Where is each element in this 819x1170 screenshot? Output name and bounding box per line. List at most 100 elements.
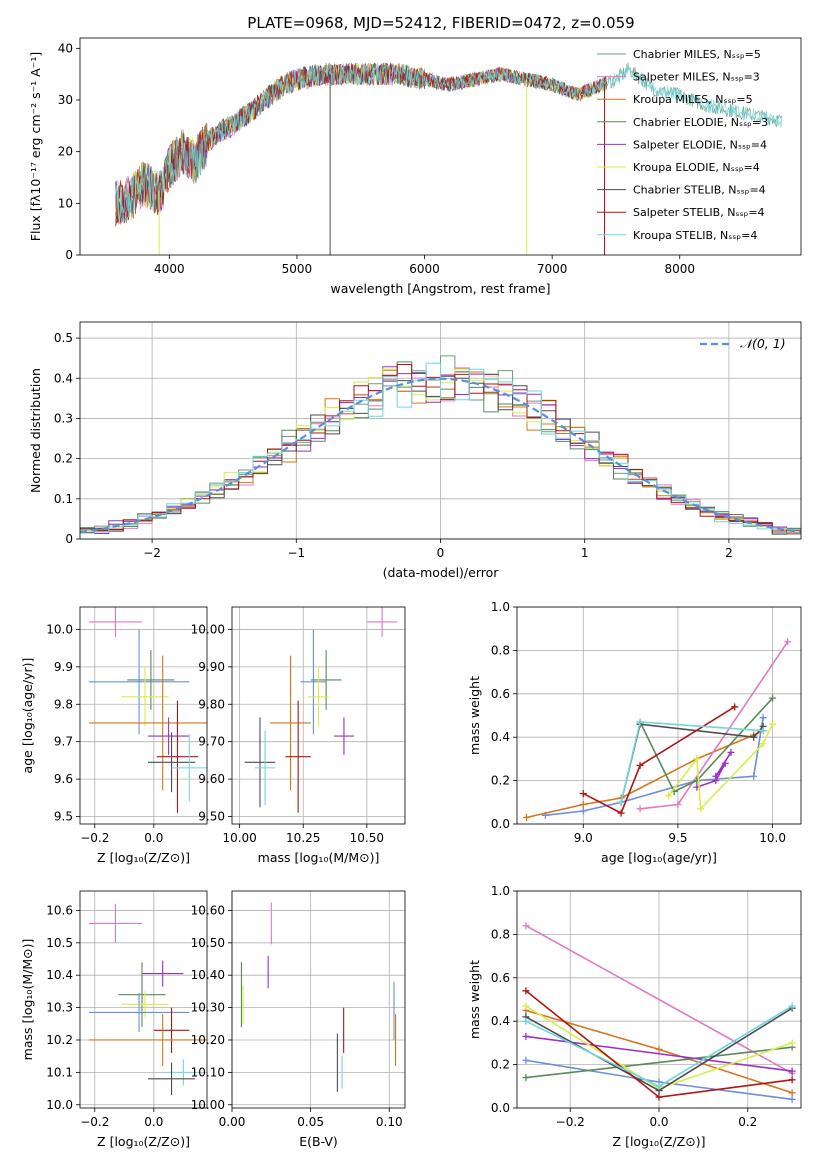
figure-title: PLATE=0968, MJD=52412, FIBERID=0472, z=0…	[247, 14, 634, 32]
y-tick-label: 10.2	[46, 1033, 73, 1047]
panel-age_vs_z: −0.2 0.0 9.5 9.6 9.7 9.8 9.9 10.0 Z [log₁₀(Z/Z⊙)…	[20, 606, 208, 865]
y-tick-label: 9.60	[198, 772, 225, 786]
mass-weight-marker	[655, 1045, 663, 1053]
y-tick-label: 0.0	[491, 817, 510, 831]
x-tick-label: −0.2	[80, 831, 109, 845]
axes-frame	[516, 890, 802, 1109]
mass-weight-marker	[522, 1002, 530, 1010]
panel-mass_vs_ebv: 0.00 0.05 0.10 10.00 10.10 10.20 10.30 10.40 10.…	[191, 890, 406, 1149]
x-tick-label: 0.10	[376, 1115, 403, 1129]
mass-weight-line	[525, 925, 793, 1074]
y-tick-label: 30	[58, 93, 73, 107]
mass-weight-marker	[769, 720, 777, 728]
plot-area-mass_vs_ebv	[240, 902, 397, 1092]
mass-weight-marker	[727, 748, 735, 756]
mass-weight-marker	[788, 1089, 796, 1097]
y-tick-label: 0.8	[491, 927, 510, 941]
x-tick-label: −0.2	[556, 1115, 585, 1129]
mass-weight-marker	[636, 805, 644, 813]
x-tick-label: 10.0	[759, 831, 786, 845]
y-axis-label: Normed distribution	[28, 368, 43, 493]
y-tick-label: 10.0	[46, 622, 73, 636]
mass-weight-marker	[784, 638, 792, 646]
histogram-series	[80, 362, 801, 534]
mass-weight-marker	[788, 1039, 796, 1047]
x-tick-label: 1	[581, 546, 589, 560]
axes-frame	[231, 606, 406, 825]
x-tick-label: 0.00	[219, 1115, 246, 1129]
plot-area-mass_vs_z	[88, 903, 207, 1096]
mass-weight-line	[525, 1046, 793, 1079]
x-axis-label: Z [log₁₀(Z/Z⊙)]	[613, 1134, 706, 1149]
y-tick-label: 10.20	[191, 1033, 225, 1047]
y-axis-label: mass weight	[467, 676, 482, 755]
y-tick-label: 0.6	[491, 687, 510, 701]
mass-weight-marker	[655, 1082, 663, 1090]
x-tick-label: 9.0	[574, 831, 593, 845]
mass-weight-marker	[522, 813, 530, 821]
y-tick-label: 20	[58, 145, 73, 159]
y-tick-label: 0.4	[491, 1014, 510, 1028]
mass-weight-marker	[788, 1076, 796, 1084]
axes-frame	[79, 890, 208, 1109]
mass-weight-marker	[693, 755, 701, 763]
y-tick-label: 9.50	[198, 810, 225, 824]
x-tick-label: 2	[725, 546, 733, 560]
mass-weight-marker	[731, 703, 739, 711]
y-tick-label: 10.0	[46, 1098, 73, 1112]
mass-weight-marker	[522, 1074, 530, 1082]
y-tick-label: 0.5	[54, 331, 73, 345]
x-tick-label: 5000	[282, 262, 313, 276]
x-tick-label: −2	[143, 546, 161, 560]
mass-weight-marker	[664, 792, 672, 800]
x-tick-label: 10.00	[222, 831, 256, 845]
x-tick-label: −1	[287, 546, 305, 560]
spectrum-line	[115, 62, 607, 224]
x-tick-label: 4000	[154, 262, 185, 276]
y-tick-label: 10.40	[191, 968, 225, 982]
normal-curve	[80, 377, 801, 534]
y-tick-label: 9.7	[54, 735, 73, 749]
mass-weight-line	[582, 706, 736, 815]
x-tick-label: 0.2	[738, 1115, 757, 1129]
mass-weight-marker	[617, 809, 625, 817]
plot-layer: 4000 5000 6000 7000 8000010203040wavelength …	[20, 37, 802, 1149]
plot-area-age_vs_z	[88, 607, 207, 813]
axes-frame	[79, 37, 802, 256]
x-axis-label: wavelength [Angstrom, rest frame]	[330, 281, 550, 296]
y-tick-label: 0	[65, 248, 73, 262]
mass-weight-marker	[579, 807, 587, 815]
mass-weight-marker	[655, 1093, 663, 1101]
plot-area-residuals	[80, 355, 801, 535]
axes-frame	[79, 606, 208, 825]
panel-mass_weight_vs_z: −0.2 0.0 0.2 0.0 0.2 0.4 0.6 0.8 1.0 Z [log₁₀(Z/Z…	[467, 884, 802, 1149]
mass-weight-marker	[522, 1056, 530, 1064]
plot-area-mass_weight_vs_age	[522, 638, 792, 821]
mass-weight-line	[639, 697, 774, 793]
plot-area-spectrum	[115, 61, 783, 255]
y-tick-label: 0.3	[54, 411, 73, 425]
x-tick-label: 0.0	[144, 831, 163, 845]
mass-weight-marker	[759, 714, 767, 722]
y-tick-label: 0.4	[491, 730, 510, 744]
panel-spectrum: 4000 5000 6000 7000 8000 0 10 20 30 40 wavelength …	[28, 37, 802, 296]
x-axis-label: age [log₁₀(age/yr)]	[601, 850, 717, 865]
y-tick-label: 10.30	[191, 1001, 225, 1015]
mass-weight-marker	[697, 805, 705, 813]
y-tick-label: 10.00	[191, 622, 225, 636]
mass-weight-marker	[579, 790, 587, 798]
y-tick-label: 1.0	[491, 600, 510, 614]
y-tick-label: 10.00	[191, 1098, 225, 1112]
y-tick-label: 9.80	[198, 697, 225, 711]
mass-weight-marker	[522, 922, 530, 930]
axes-frame	[231, 890, 406, 1109]
legend-entry: Salpeter MILES, Nₛₛₚ=3	[633, 71, 760, 84]
legend-entry: Chabrier ELODIE, Nₛₛₚ=3	[633, 116, 768, 129]
legend-entry: Kroupa ELODIE, Nₛₛₚ=4	[633, 161, 760, 174]
y-tick-label: 10.5	[46, 936, 73, 950]
y-tick-label: 0.4	[54, 371, 73, 385]
mass-weight-marker	[769, 694, 777, 702]
y-tick-label: 10.1	[46, 1065, 73, 1079]
x-axis-label: Z [log₁₀(Z/Z⊙)]	[97, 850, 190, 865]
